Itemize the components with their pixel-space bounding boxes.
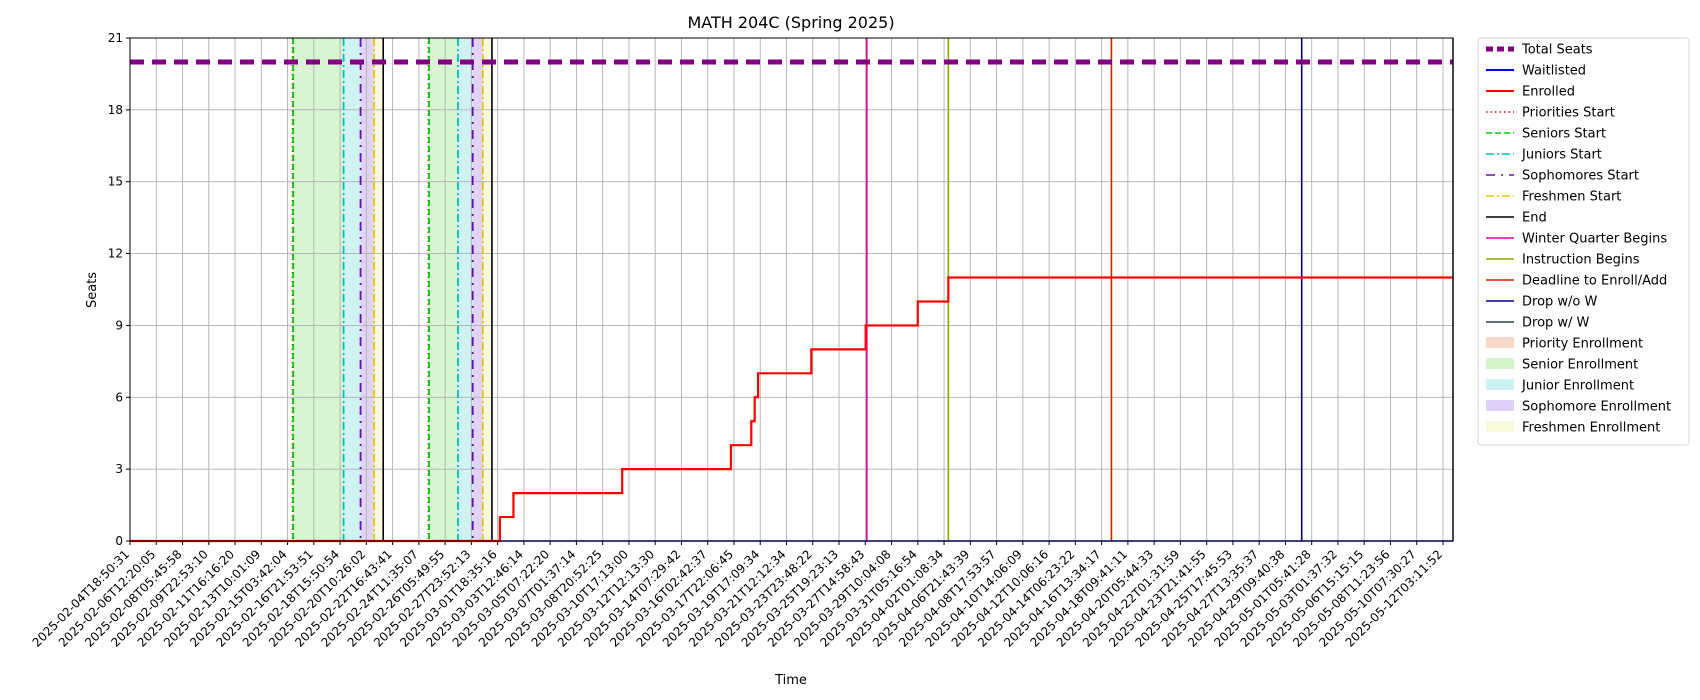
legend-label-13: Drop w/ W <box>1522 316 1590 331</box>
span-0-0 <box>292 38 294 541</box>
legend-label-18: Freshmen Enrollment <box>1522 421 1660 436</box>
legend-label-9: Winter Quarter Begins <box>1522 232 1667 247</box>
legend-label-12: Drop w/o W <box>1522 295 1598 310</box>
series-line-2 <box>130 276 1453 543</box>
legend-label-11: Deadline to Enroll/Add <box>1522 274 1667 289</box>
chart-title: MATH 204C (Spring 2025) <box>687 13 894 32</box>
legend-label-8: End <box>1522 211 1547 226</box>
legend-label-16: Junior Enrollment <box>1521 379 1634 394</box>
plot-frame <box>129 37 1454 542</box>
span-2-0 <box>343 38 361 541</box>
legend-label-6: Sophomores Start <box>1522 169 1639 184</box>
y-tick-label-5: 15 <box>108 175 123 189</box>
legend-label-17: Sophomore Enrollment <box>1522 400 1671 415</box>
span-3-0 <box>360 38 375 541</box>
legend-label-15: Senior Enrollment <box>1522 358 1638 373</box>
legend-label-0: Total Seats <box>1521 43 1593 58</box>
legend-label-10: Instruction Begins <box>1522 253 1640 268</box>
legend-label-5: Juniors Start <box>1521 148 1602 163</box>
y-tick-label-7: 21 <box>108 31 123 45</box>
legend-label-1: Waitlisted <box>1522 64 1586 79</box>
legend-label-14: Priority Enrollment <box>1522 337 1643 352</box>
legend: Total Seats Waitlisted Enrolled Priorities … <box>1477 37 1690 446</box>
y-tick-label-4: 12 <box>108 247 123 261</box>
y-tick-label-0: 0 <box>115 534 123 548</box>
legend-box <box>1477 37 1690 446</box>
legend-swatch-16 <box>1486 379 1514 390</box>
y-tick-label-6: 18 <box>108 103 123 117</box>
legend-swatch-17 <box>1486 400 1514 411</box>
legend-label-3: Priorities Start <box>1522 106 1615 121</box>
enrollment-spans <box>292 38 492 541</box>
legend-swatch-14 <box>1486 337 1514 348</box>
y-tick-label-2: 6 <box>115 390 123 404</box>
span-3-1 <box>472 38 483 541</box>
y-tick-label-1: 3 <box>115 462 123 476</box>
span-1-0 <box>293 38 344 541</box>
legend-label-2: Enrolled <box>1522 85 1575 100</box>
span-4-0 <box>374 38 384 541</box>
x-axis-title: Time <box>774 673 807 688</box>
legend-swatch-15 <box>1486 358 1514 369</box>
legend-swatch-18 <box>1486 421 1514 432</box>
y-axis-title: Seats <box>85 272 100 308</box>
y-axis: 0 3 6 9 12 15 18 21 <box>108 31 130 548</box>
span-4-1 <box>482 38 492 541</box>
y-tick-label-3: 9 <box>115 318 123 332</box>
span-1-1 <box>429 38 458 541</box>
legend-label-4: Seniors Start <box>1522 127 1606 142</box>
legend-label-7: Freshmen Start <box>1522 190 1621 205</box>
span-0-1 <box>428 38 430 541</box>
span-2-1 <box>457 38 473 541</box>
